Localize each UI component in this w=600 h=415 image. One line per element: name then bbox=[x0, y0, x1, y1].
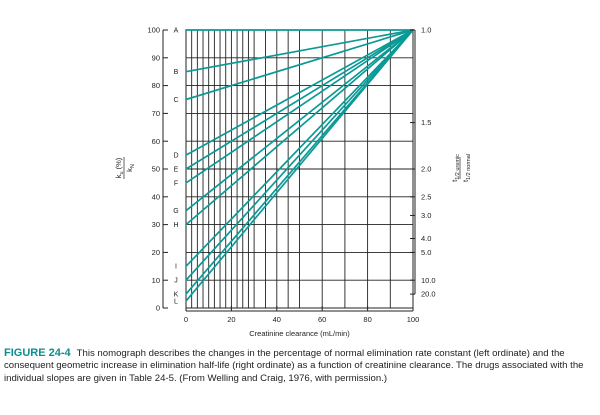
left-tick-label: 50 bbox=[152, 165, 160, 174]
bottom-tick-label: 100 bbox=[407, 315, 420, 324]
series-letter-label: J bbox=[174, 278, 178, 285]
left-tick-label: 40 bbox=[152, 192, 160, 201]
right-axis-numerator: t1/2 uremic bbox=[450, 154, 461, 182]
bottom-tick-label: 60 bbox=[318, 315, 326, 324]
series-letter-label: G bbox=[173, 208, 178, 215]
left-tick-label: 10 bbox=[152, 276, 160, 285]
right-tick-label: 5.0 bbox=[421, 248, 431, 257]
series-letter-label: B bbox=[174, 69, 179, 76]
chart-grid bbox=[185, 29, 414, 309]
left-tick-label: 20 bbox=[152, 248, 160, 257]
series-letter-label: A bbox=[174, 27, 179, 34]
bottom-tick-label: 0 bbox=[184, 315, 188, 324]
left-tick-label: 100 bbox=[147, 26, 160, 35]
right-tick-label: 10.0 bbox=[421, 276, 436, 285]
right-tick-label: 3.0 bbox=[421, 211, 431, 220]
series-letter-label: D bbox=[173, 153, 178, 160]
chart-axes bbox=[162, 29, 416, 312]
bottom-tick-label: 40 bbox=[273, 315, 281, 324]
nomograph-chart: 0 10 20 30 40 50 60 70 80 90 100 A B C DEF GH IJKLku(%)k… bbox=[114, 26, 472, 338]
series-line bbox=[185, 29, 414, 282]
series-letter-label: E bbox=[174, 166, 179, 173]
right-tick-label: 2.5 bbox=[421, 192, 431, 201]
left-tick-label: 60 bbox=[152, 137, 160, 146]
left-tick-label: 70 bbox=[152, 109, 160, 118]
series-line bbox=[185, 29, 414, 302]
series-letter-label: F bbox=[174, 180, 178, 187]
left-tick-label: 30 bbox=[152, 220, 160, 229]
left-axis-numerator: ku(%) bbox=[114, 157, 125, 178]
series-line bbox=[185, 29, 414, 156]
series-line bbox=[185, 29, 414, 226]
figure-caption: FIGURE 24-4 This nomograph describes the … bbox=[4, 347, 596, 385]
series-line bbox=[185, 29, 414, 268]
left-axis-denominator: kN bbox=[125, 164, 136, 172]
bottom-tick-label: 80 bbox=[363, 315, 371, 324]
left-tick-label: 90 bbox=[152, 53, 160, 62]
figure-label: FIGURE 24-4 bbox=[4, 347, 71, 359]
left-tick-label: 80 bbox=[152, 81, 160, 90]
right-tick-label: 4.0 bbox=[421, 234, 431, 243]
series-line bbox=[185, 29, 414, 73]
series-letter-label: I bbox=[175, 264, 177, 271]
series-lines bbox=[185, 29, 414, 302]
series-line bbox=[185, 29, 414, 170]
bottom-tick-label: 20 bbox=[227, 315, 235, 324]
caption-text: This nomograph describes the changes in … bbox=[4, 348, 584, 384]
series-letter-label: H bbox=[173, 222, 178, 229]
right-tick-label: 20.0 bbox=[421, 290, 436, 299]
chart-labels: 0 10 20 30 40 50 60 70 80 90 100 A B C DEF GH IJKLku(%)k… bbox=[114, 26, 472, 338]
series-line bbox=[185, 29, 414, 212]
series-line bbox=[185, 29, 414, 101]
right-axis-denominator: t1/2 normal bbox=[461, 154, 472, 182]
left-axis-title: ku(%)kN bbox=[114, 157, 136, 179]
series-letter-label: C bbox=[173, 97, 178, 104]
series-letter-label: L bbox=[174, 298, 178, 305]
right-tick-label: 1.0 bbox=[421, 26, 431, 35]
series-line bbox=[185, 29, 414, 184]
right-tick-label: 2.0 bbox=[421, 165, 431, 174]
series-letter-label: K bbox=[174, 292, 179, 299]
x-axis-title: Creatinine clearance (mL/min) bbox=[249, 329, 350, 338]
left-tick-label: 0 bbox=[156, 304, 160, 313]
right-tick-label: 1.5 bbox=[421, 118, 431, 127]
